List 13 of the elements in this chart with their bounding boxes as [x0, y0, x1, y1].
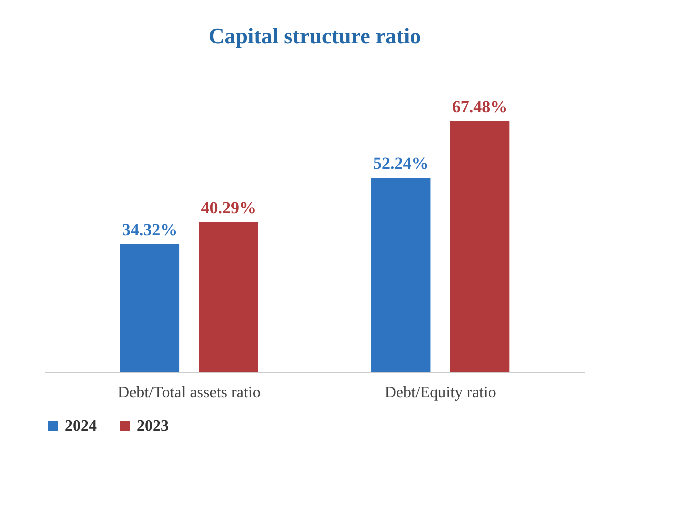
bar: [199, 222, 258, 372]
data-label: 34.32%: [122, 220, 178, 240]
chart-title: Capital structure ratio: [208, 23, 422, 48]
data-label: 40.29%: [201, 198, 257, 218]
data-label: 67.48%: [452, 97, 508, 116]
bar: [450, 121, 510, 372]
legend-label: 2023: [137, 418, 169, 435]
x-tick-label: Debt/Equity ratio: [384, 384, 496, 402]
data-label: 52.24%: [373, 154, 429, 173]
legend-label: 2024: [65, 418, 97, 435]
bar: [120, 244, 180, 372]
x-tick-label: Debt/Total assets ratio: [118, 384, 261, 402]
bar: [372, 178, 431, 372]
